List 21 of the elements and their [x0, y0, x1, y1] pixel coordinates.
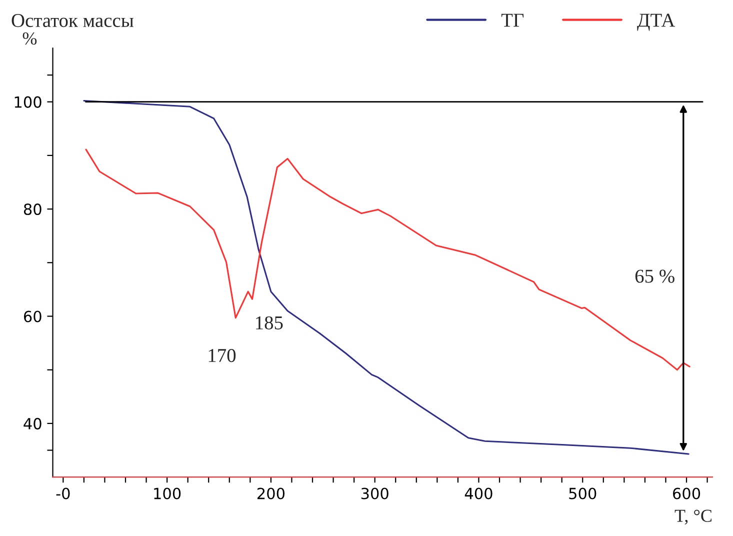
annotation: 185 [256, 316, 283, 330]
legend-label: ТГ [501, 14, 524, 27]
line-series [83, 100, 690, 455]
x-axis-title: T, °C [674, 510, 712, 525]
x-tick-label: 300 [361, 488, 388, 500]
chart-title: Остаток массы [12, 14, 134, 28]
y-tick-label: 80 [24, 204, 42, 216]
x-tick-label: 500 [569, 488, 596, 500]
x-tick-label: 100 [154, 488, 181, 500]
annotation: 65 % [635, 270, 674, 283]
y-tick-label: 40 [24, 418, 42, 430]
line-series [85, 148, 690, 371]
annotation: 170 [208, 348, 236, 362]
y-tick-label: 100 [14, 96, 42, 108]
x-tick-label: 600 [672, 488, 700, 500]
x-tick-label: 400 [464, 488, 492, 500]
x-tick-label: -0 [56, 488, 70, 500]
x-tick-label: 200 [257, 488, 285, 500]
legend-label: ДТА [637, 14, 676, 31]
y-axis-title: % [22, 32, 37, 45]
y-tick-label: 60 [24, 310, 42, 322]
